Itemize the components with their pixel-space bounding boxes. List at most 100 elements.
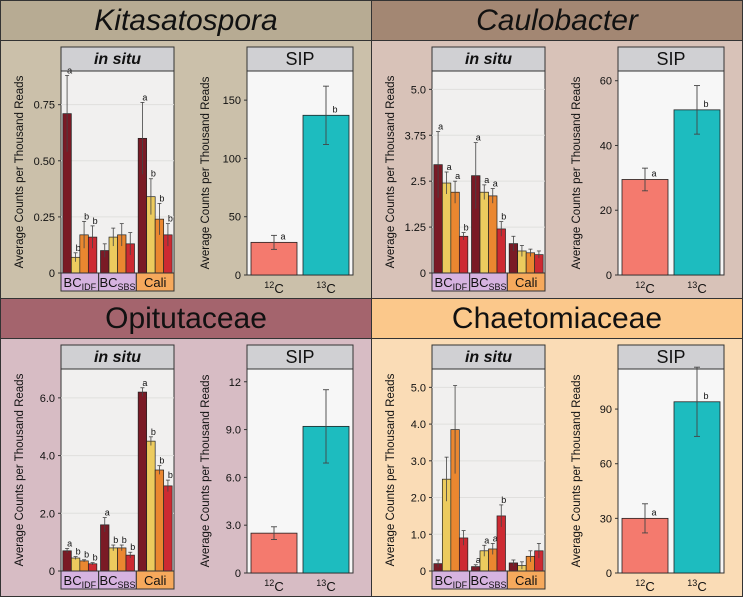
insitu-bar: [488, 195, 498, 274]
sip-xtick-label: 12C: [635, 280, 654, 296]
sip-ytick-label: 60: [600, 76, 612, 88]
insitu-strip-label: in situ: [94, 51, 141, 68]
insitu-sig-letter: b: [93, 553, 98, 563]
insitu-sig-letter: b: [464, 223, 469, 233]
insitu-sig-letter: b: [76, 547, 81, 557]
panel-plot: in situ 0 1.0 2.0 3.0 4.0 5.0 Average Counts pe…: [385, 344, 725, 594]
panel-plot: in situ 0 1.25 2.5 3.75 5.0 Average Counts per…: [385, 46, 725, 296]
insitu-ytick-label: 0: [49, 566, 55, 578]
sip-ytick-label: 9.0: [226, 425, 241, 437]
panel-title: Opitutaceae: [1, 299, 371, 339]
sip-bar: [621, 179, 669, 276]
insitu-sig-letter: a: [484, 535, 489, 545]
sip-ytick-label: 6.0: [226, 472, 241, 484]
insitu-sig-letter: b: [168, 214, 173, 224]
sip-xtick-label: 12C: [264, 280, 283, 296]
insitu-group-label: Cali: [144, 573, 167, 588]
insitu-sig-letter: a: [105, 508, 110, 518]
sip-ytick-label: 12: [229, 377, 241, 389]
insitu-ytick-label: 2.5: [411, 176, 426, 188]
sip-ytick-label: 20: [600, 205, 612, 217]
insitu-group-label: BCSBS: [99, 275, 135, 292]
insitu-bar: [79, 560, 89, 572]
insitu-sig-letter: b: [93, 216, 98, 226]
insitu-sig-letter: b: [113, 535, 118, 545]
sip-strip: [617, 46, 725, 72]
insitu-bar: [479, 191, 489, 274]
panel-plot: in situ 0 2.0 4.0 6.0 Average Counts per Thou…: [14, 344, 354, 594]
insitu-sig-letter: a: [67, 65, 72, 75]
insitu-ytick-label: 5.0: [411, 84, 426, 96]
insitu-strip: [431, 344, 546, 370]
insitu-ylabel: Average Counts per Thousand Reads: [14, 75, 26, 268]
insitu-ytick-label: 5.0: [411, 382, 426, 394]
insitu-ytick-label: 0.25: [34, 212, 55, 224]
sip-sig-letter: b: [332, 104, 337, 114]
sip-strip-label: SIP: [285, 347, 314, 367]
insitu-sig-letter: a: [484, 175, 489, 185]
insitu-sig-letter: b: [151, 169, 156, 179]
insitu-group-label: Cali: [144, 275, 167, 290]
insitu-sig-letter: a: [476, 555, 481, 565]
insitu-sig-letter: a: [438, 122, 443, 132]
insitu-ytick-label: 0.75: [34, 100, 55, 112]
panel-plot: in situ 0 0.25 0.50 0.75 Average Counts per T…: [14, 46, 354, 296]
sip-ylabel: Average Counts per Thousand Reads: [571, 76, 583, 269]
insitu-ytick-label: 1.0: [411, 529, 426, 541]
sip-strip-label: SIP: [656, 49, 685, 69]
insitu-sig-letter: b: [130, 542, 135, 552]
insitu-group-label: BCIDF: [64, 573, 97, 590]
insitu-group-label: BCSBS: [470, 573, 506, 590]
insitu-ylabel: Average Counts per Thousand Reads: [14, 373, 26, 566]
sip-ytick-label: 30: [600, 513, 612, 525]
sip-xtick-label: 12C: [264, 578, 283, 594]
insitu-strip: [60, 344, 175, 370]
sip-strip-label: SIP: [285, 49, 314, 69]
insitu-bar: [117, 547, 127, 572]
insitu-group-label: BCIDF: [435, 573, 468, 590]
sip-ytick-label: 0: [606, 270, 612, 282]
insitu-group-label: BCSBS: [470, 275, 506, 292]
insitu-bar: [108, 547, 118, 572]
insitu-sig-letter: b: [159, 456, 164, 466]
insitu-bar: [163, 485, 173, 572]
sip-strip-label: SIP: [656, 347, 685, 367]
sip-sig-letter: a: [280, 231, 285, 241]
insitu-bar: [458, 235, 469, 274]
insitu-ytick-label: 4.0: [411, 419, 426, 431]
insitu-group-label: BCIDF: [64, 275, 97, 292]
sip-sig-letter: b: [703, 391, 708, 401]
sip-ytick-label: 90: [600, 404, 612, 416]
insitu-sig-letter: a: [493, 533, 498, 543]
insitu-sig-letter: a: [493, 179, 498, 189]
insitu-sig-letter: b: [84, 550, 89, 560]
sip-strip: [617, 344, 725, 370]
sip-bar: [673, 109, 721, 276]
insitu-group-box: [135, 570, 175, 590]
insitu-sig-letter: b: [84, 211, 89, 221]
sip-xtick-label: 12C: [635, 578, 654, 594]
insitu-group-label: Cali: [515, 573, 538, 588]
insitu-bar: [146, 440, 156, 572]
insitu-sig-letter: a: [142, 92, 147, 102]
sip-ytick-label: 3.0: [226, 520, 241, 532]
sip-xtick-label: 13C: [316, 578, 335, 594]
insitu-sig-letter: b: [76, 243, 81, 253]
sip-ytick-label: 0: [606, 568, 612, 580]
insitu-bar: [154, 469, 165, 572]
insitu-sig-letter: a: [476, 133, 481, 143]
insitu-sig-letter: b: [501, 495, 506, 505]
sip-ytick-label: 0: [235, 568, 241, 580]
sip-sig-letter: a: [651, 507, 656, 517]
insitu-bar: [62, 550, 72, 572]
insitu-group-label: BCSBS: [99, 573, 135, 590]
insitu-sig-letter: a: [142, 378, 147, 388]
insitu-ytick-label: 0.50: [34, 156, 55, 168]
insitu-sig-letter: b: [168, 470, 173, 480]
insitu-group-box: [135, 272, 175, 292]
insitu-ylabel: Average Counts per Thousand Reads: [385, 373, 397, 566]
panel-title: Caulobacter: [372, 1, 742, 41]
insitu-ylabel: Average Counts per Thousand Reads: [385, 75, 397, 268]
insitu-ytick-label: 2.0: [411, 493, 426, 505]
insitu-bar: [441, 182, 452, 274]
